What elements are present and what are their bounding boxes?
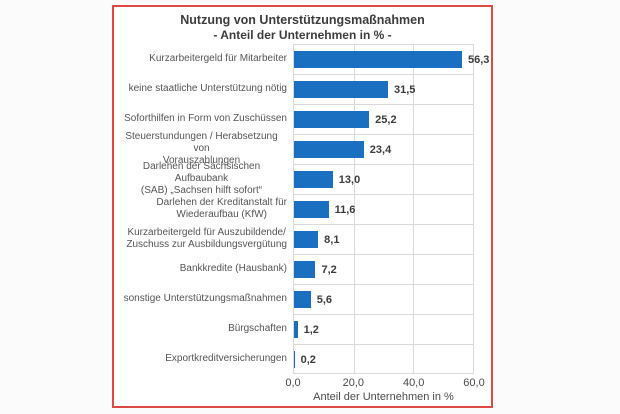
gridline bbox=[413, 45, 415, 373]
category-label: Steuerstundungen / Herabsetzung von Vora… bbox=[125, 131, 278, 166]
value-label: 25,2 bbox=[375, 113, 397, 126]
bar bbox=[294, 231, 319, 248]
x-tick-label: 40,0 bbox=[402, 377, 425, 389]
chart-header: Nutzung von Unterstützungsmaßnahmen - An… bbox=[114, 13, 491, 42]
value-label: 23,4 bbox=[369, 143, 392, 156]
value-label: 13,0 bbox=[338, 173, 361, 186]
bar-row: 11,6 bbox=[294, 195, 473, 225]
category-label: Darlehen der Sächsischen Aufbaubank (SAB… bbox=[140, 161, 263, 196]
bar bbox=[294, 291, 311, 308]
category-label: Kurzarbeitergeld für Auszubildende/ Zusc… bbox=[126, 227, 287, 250]
plot-area: 56,3 31,5 25,2 23,4 13,0 11,6 8,1 7,2 5,6 1,2 0,2 bbox=[293, 44, 489, 375]
category-label: Bürgschaften bbox=[228, 323, 287, 334]
value-label: 31,5 bbox=[393, 83, 416, 96]
bar-row: 8,1 bbox=[294, 225, 473, 255]
category-label: Bankkredite (Hausbank) bbox=[179, 263, 287, 274]
value-label: 7,2 bbox=[321, 263, 337, 276]
category-label: sonstige Unterstützungsmaßnahmen bbox=[123, 293, 287, 304]
value-label: 8,1 bbox=[324, 233, 340, 246]
category-label: Soforthilfen in Form von Zuschüssen bbox=[124, 113, 287, 124]
value-label: 0,2 bbox=[300, 354, 316, 366]
category-label: Exportkreditversicherungen bbox=[165, 353, 287, 364]
value-label: 56,3 bbox=[467, 53, 490, 66]
chart-title: Nutzung von Unterstützungsmaßnahmen bbox=[180, 13, 425, 27]
bar-row: 0,2 bbox=[294, 345, 473, 375]
x-tick-label: 20,0 bbox=[342, 377, 365, 389]
bar bbox=[294, 171, 333, 188]
bar-row: 1,2 bbox=[294, 315, 473, 345]
bar-row: 25,2 bbox=[294, 105, 473, 135]
category-label: Kurzarbeitergeld für Mitarbeiter bbox=[149, 53, 287, 64]
category-label: keine staatliche Unterstützung nötig bbox=[128, 83, 287, 94]
value-label: 1,2 bbox=[303, 323, 319, 336]
bar bbox=[294, 81, 388, 98]
bar-row: 5,6 bbox=[294, 285, 473, 315]
bar bbox=[294, 201, 329, 218]
x-tick-label: 0,0 bbox=[285, 377, 301, 389]
gridline bbox=[353, 45, 355, 373]
value-label: 11,6 bbox=[334, 203, 356, 216]
bar bbox=[294, 51, 462, 68]
value-label: 5,6 bbox=[316, 293, 332, 306]
x-axis-title: Anteil der Unternehmen in % bbox=[313, 391, 454, 403]
chart-subtitle: - Anteil der Unternehmen in % - bbox=[213, 28, 392, 42]
bar bbox=[294, 111, 370, 128]
bar bbox=[294, 351, 295, 368]
bar bbox=[294, 321, 298, 338]
bar bbox=[294, 141, 364, 158]
bar-row: 31,5 bbox=[294, 75, 473, 105]
x-tick-label: 60,0 bbox=[463, 377, 485, 389]
chart-frame: Nutzung von Unterstützungsmaßnahmen - An… bbox=[112, 5, 493, 408]
bar-row: 13,0 bbox=[294, 165, 473, 195]
bar-row: 23,4 bbox=[294, 135, 473, 165]
x-axis-ticks: 0,0 20,0 40,0 60,0 bbox=[285, 377, 484, 390]
category-axis: Kurzarbeitergeld für Mitarbeiter keine st… bbox=[116, 44, 291, 374]
bar bbox=[294, 261, 316, 278]
bar-row: 7,2 bbox=[294, 255, 473, 285]
category-label: Darlehen der Kreditanstalt für Wiederauf… bbox=[156, 197, 287, 220]
bar-row: 56,3 bbox=[294, 45, 489, 75]
